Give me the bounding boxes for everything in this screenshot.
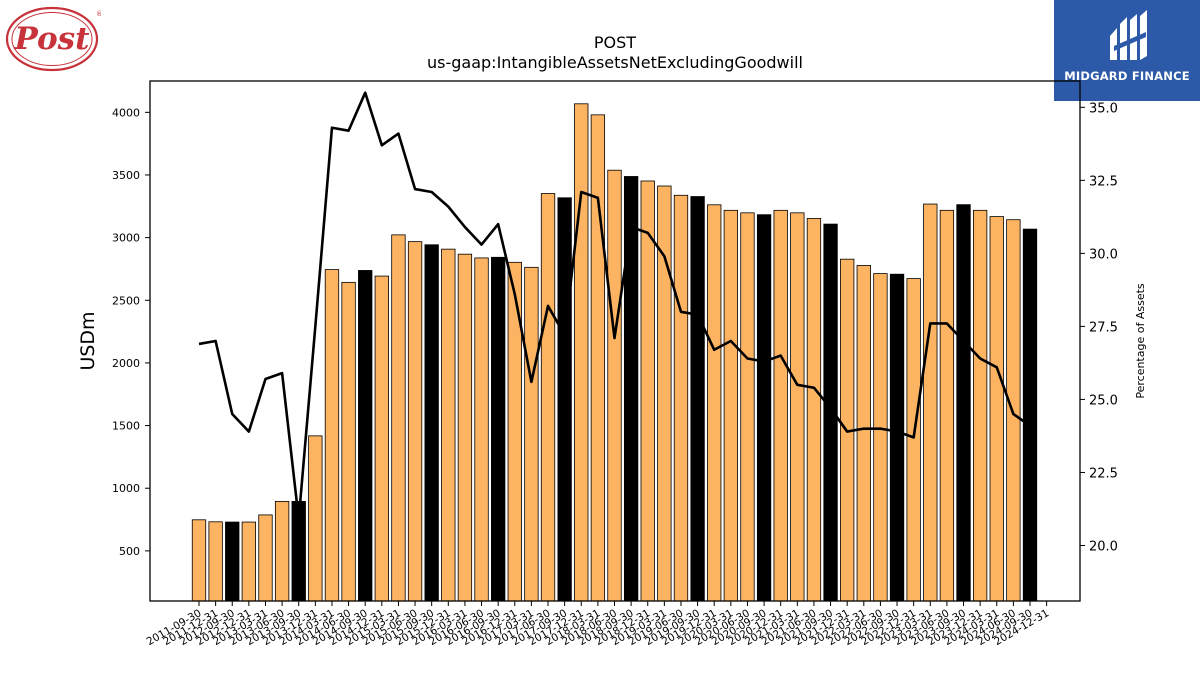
y2-tick-label: 35.0 <box>1089 101 1118 116</box>
bar <box>690 196 705 602</box>
bar <box>491 256 506 602</box>
midgard-logo-icon <box>1110 10 1147 60</box>
y-tick-label: 500 <box>119 545 140 558</box>
bar <box>823 223 838 602</box>
chart-title: POST <box>594 33 636 52</box>
post-logo: Post ® <box>5 6 101 72</box>
axes-layer: 500 1000 1500 2000 2500 3000 3500 4000 20.0 22.5 2… <box>112 101 1118 648</box>
bar <box>241 521 257 602</box>
y2-tick-label: 22.5 <box>1089 466 1118 481</box>
line-layer <box>198 91 1031 521</box>
bars-layer <box>191 103 1038 602</box>
bar <box>590 114 606 602</box>
bar <box>740 212 755 602</box>
y2-tick-label: 25.0 <box>1089 393 1118 408</box>
bar <box>524 266 539 602</box>
bar <box>441 248 456 602</box>
bar <box>756 214 772 602</box>
bar <box>773 209 788 602</box>
bar <box>923 203 938 602</box>
bar <box>225 521 240 602</box>
bar <box>707 204 722 602</box>
bar <box>623 176 639 602</box>
midgard-finance-badge: MIDGARD FINANCE <box>1054 0 1200 101</box>
bar <box>407 241 423 602</box>
post-logo-wordmark: Post <box>14 21 91 57</box>
bar <box>856 265 871 602</box>
bar <box>324 269 340 602</box>
y-tick-label: 2500 <box>112 294 140 307</box>
bar <box>258 514 273 602</box>
bar <box>806 218 822 602</box>
bar <box>308 435 323 602</box>
y-tick-label: 3000 <box>112 232 140 245</box>
bar <box>939 209 955 602</box>
bar <box>374 275 389 602</box>
y-tick-label: 3500 <box>112 169 140 182</box>
bar <box>540 193 556 602</box>
bar <box>1022 228 1038 602</box>
percentage-line <box>198 91 1031 521</box>
bar <box>790 212 805 602</box>
bar <box>474 257 489 602</box>
bar <box>972 209 988 602</box>
bar <box>191 519 207 602</box>
bar <box>723 209 738 602</box>
bar <box>673 194 689 602</box>
bar <box>956 204 971 602</box>
bar <box>391 234 406 602</box>
y2-tick-label: 32.5 <box>1089 174 1118 189</box>
y2-axis-label: Percentage of Assets <box>1134 283 1147 399</box>
bar <box>574 103 589 602</box>
y-axis-label: USDm <box>77 311 99 370</box>
y-tick-label: 2000 <box>112 357 140 370</box>
y2-tick-label: 30.0 <box>1089 247 1118 262</box>
y-tick-label: 1500 <box>112 420 140 433</box>
y-tick-label: 1000 <box>112 482 140 495</box>
bar <box>607 169 622 602</box>
bar <box>457 253 473 602</box>
bar <box>640 180 655 602</box>
bar <box>889 273 905 602</box>
bar <box>208 521 223 602</box>
y2-tick-label: 20.0 <box>1089 539 1118 554</box>
y2-tick-label: 27.5 <box>1089 320 1118 335</box>
bar <box>341 281 356 602</box>
bar <box>557 197 572 602</box>
y-tick-label: 4000 <box>112 106 140 119</box>
bar <box>424 244 439 602</box>
trademark-symbol: ® <box>96 10 101 18</box>
bar <box>906 278 921 602</box>
bar <box>873 273 888 602</box>
bar <box>274 500 290 602</box>
chart-subtitle: us-gaap:IntangibleAssetsNetExcludingGood… <box>427 53 803 72</box>
bar <box>358 270 373 602</box>
bar <box>989 216 1004 602</box>
brand-name: MIDGARD FINANCE <box>1064 69 1190 83</box>
